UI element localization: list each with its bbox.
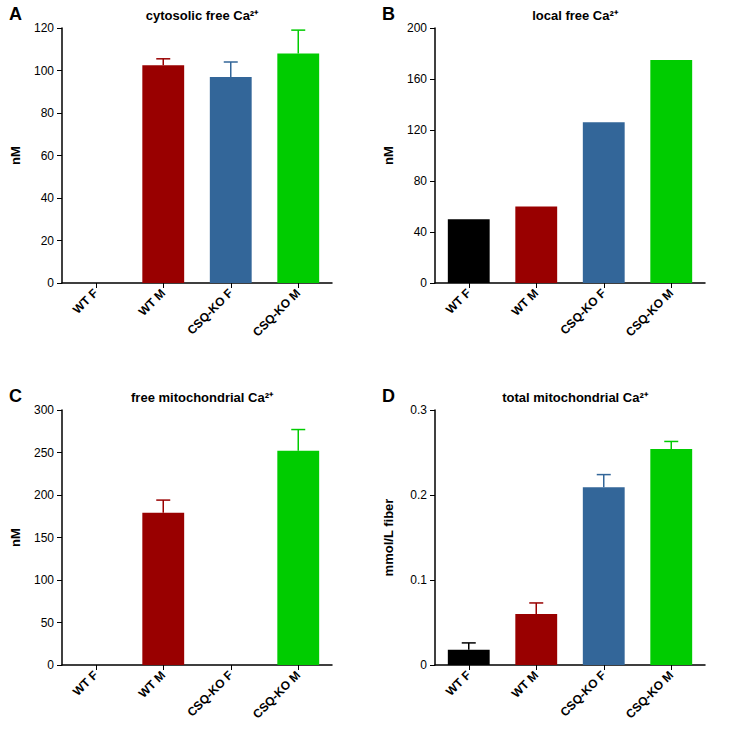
svg-text:total mitochondrial Ca²⁺: total mitochondrial Ca²⁺	[502, 390, 649, 405]
svg-text:150: 150	[34, 531, 54, 545]
svg-text:20: 20	[41, 234, 55, 248]
svg-text:CSQ-KO M: CSQ-KO M	[623, 286, 676, 339]
svg-text:40: 40	[41, 191, 55, 205]
svg-text:WT F: WT F	[70, 668, 101, 699]
svg-text:0.1: 0.1	[410, 573, 427, 587]
svg-text:WT F: WT F	[443, 668, 474, 699]
svg-text:local free Ca²⁺: local free Ca²⁺	[532, 8, 619, 23]
svg-text:B: B	[382, 4, 395, 24]
svg-text:80: 80	[414, 174, 428, 188]
svg-text:nM: nM	[381, 146, 396, 165]
svg-text:0.3: 0.3	[410, 403, 427, 417]
svg-text:free mitochondrial Ca²⁺: free mitochondrial Ca²⁺	[131, 390, 274, 405]
svg-text:cytosolic free Ca²⁺: cytosolic free Ca²⁺	[146, 8, 259, 23]
svg-text:120: 120	[34, 21, 54, 35]
svg-text:WT F: WT F	[70, 286, 101, 317]
svg-text:mmol/L fiber: mmol/L fiber	[381, 499, 396, 577]
svg-text:0: 0	[420, 658, 427, 672]
svg-text:WT M: WT M	[136, 286, 168, 318]
svg-text:60: 60	[41, 149, 55, 163]
svg-text:nM: nM	[8, 146, 23, 165]
svg-text:50: 50	[41, 616, 55, 630]
svg-text:160: 160	[407, 72, 427, 86]
svg-text:CSQ-KO F: CSQ-KO F	[557, 668, 608, 719]
svg-text:0: 0	[47, 276, 54, 290]
svg-text:A: A	[9, 4, 22, 24]
svg-text:80: 80	[41, 106, 55, 120]
svg-text:C: C	[9, 386, 22, 406]
svg-text:CSQ-KO F: CSQ-KO F	[557, 286, 608, 337]
svg-text:CSQ-KO M: CSQ-KO M	[623, 668, 676, 721]
svg-text:CSQ-KO F: CSQ-KO F	[184, 668, 235, 719]
svg-text:WT M: WT M	[509, 286, 541, 318]
svg-text:200: 200	[34, 488, 54, 502]
svg-text:0: 0	[47, 658, 54, 672]
svg-text:300: 300	[34, 403, 54, 417]
svg-text:200: 200	[407, 21, 427, 35]
svg-text:D: D	[382, 386, 395, 406]
svg-text:0: 0	[420, 276, 427, 290]
svg-text:WT F: WT F	[443, 286, 474, 317]
svg-text:CSQ-KO F: CSQ-KO F	[184, 286, 235, 337]
svg-text:40: 40	[414, 225, 428, 239]
svg-text:nM: nM	[8, 528, 23, 547]
svg-text:CSQ-KO M: CSQ-KO M	[250, 668, 303, 721]
svg-text:0.2: 0.2	[410, 488, 427, 502]
svg-text:120: 120	[407, 123, 427, 137]
svg-text:100: 100	[34, 573, 54, 587]
svg-text:CSQ-KO M: CSQ-KO M	[250, 286, 303, 339]
svg-text:WT M: WT M	[509, 668, 541, 700]
svg-text:250: 250	[34, 446, 54, 460]
svg-text:100: 100	[34, 64, 54, 78]
svg-text:WT M: WT M	[136, 668, 168, 700]
